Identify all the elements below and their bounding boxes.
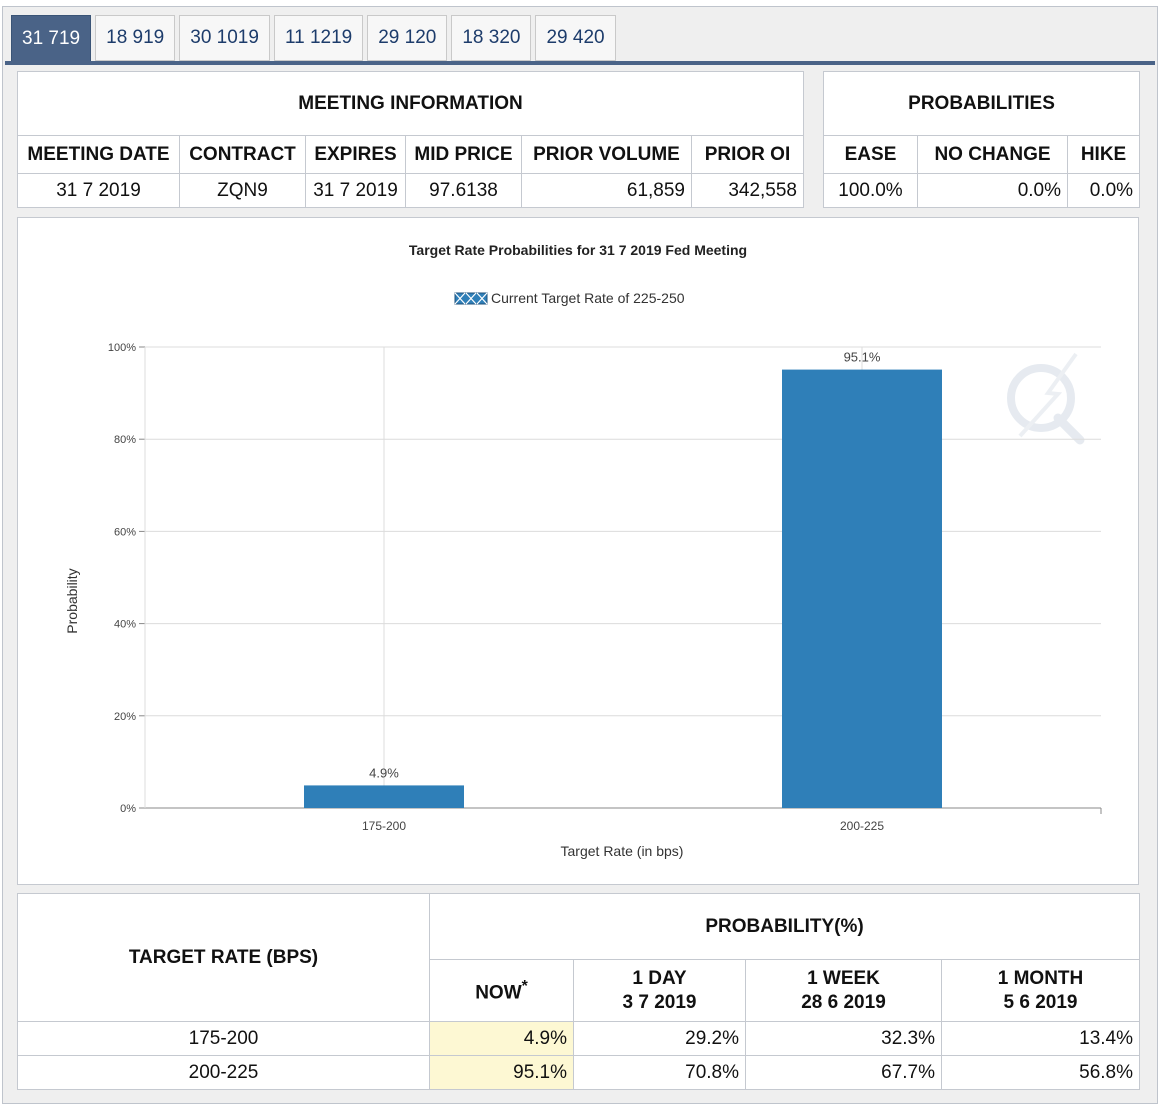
chart-panel: Target Rate Probabilities for 31 7 2019 … xyxy=(17,217,1139,885)
probability-header: PROBABILITY(%) xyxy=(428,893,1141,960)
y-tick-label: 60% xyxy=(114,526,136,538)
probability-chart: Target Rate Probabilities for 31 7 2019 … xyxy=(64,242,1102,859)
meeting-tabs: 31 719 18 919 30 1019 11 1219 29 120 18 … xyxy=(11,15,620,69)
one-day-cell: 29.2% xyxy=(573,1021,746,1056)
tab-underline xyxy=(5,61,1155,65)
mid-price-value: 97.6138 xyxy=(405,173,522,208)
expires-header: EXPIRES xyxy=(305,135,406,174)
expires-value: 31 7 2019 xyxy=(305,173,406,208)
tab-meeting-1[interactable]: 31 719 xyxy=(11,15,92,63)
legend-label: Current Target Rate of 225-250 xyxy=(491,290,685,306)
probabilities-table: PROBABILITIES EASE NO CHANGE HIKE 100.0%… xyxy=(822,71,1141,208)
meeting-information-table: MEETING INFORMATION MEETING DATE CONTRAC… xyxy=(17,71,804,208)
contract-header: CONTRACT xyxy=(179,135,306,174)
one-day-cell: 70.8% xyxy=(573,1055,746,1090)
hike-header: HIKE xyxy=(1066,135,1141,174)
chart-title: Target Rate Probabilities for 31 7 2019 … xyxy=(409,242,747,258)
now-cell: 95.1% xyxy=(429,1055,574,1090)
now-label: NOW xyxy=(475,982,522,1004)
bar-175-200 xyxy=(304,785,464,808)
mid-price-header: MID PRICE xyxy=(405,135,522,174)
one-week-column-header: 1 WEEK 28 6 2019 xyxy=(745,959,942,1022)
one-week-date: 28 6 2019 xyxy=(801,991,886,1013)
tab-meeting-4[interactable]: 11 1219 xyxy=(273,15,364,61)
x-tick-label: 175-200 xyxy=(362,819,406,833)
tab-meeting-5[interactable]: 29 120 xyxy=(367,15,448,61)
y-tick-label: 80% xyxy=(114,434,136,446)
meeting-information-title: MEETING INFORMATION xyxy=(17,71,804,136)
tab-meeting-6[interactable]: 18 320 xyxy=(451,15,532,61)
prior-oi-header: PRIOR OI xyxy=(691,135,804,174)
bar-data-label: 4.9% xyxy=(369,765,399,780)
chart-legend[interactable]: Current Target Rate of 225-250 xyxy=(454,290,685,306)
now-footnote-mark: * xyxy=(521,978,528,996)
tab-meeting-2[interactable]: 18 919 xyxy=(95,15,176,61)
target-rate-table: TARGET RATE (BPS) PROBABILITY(%) NOW* 1 … xyxy=(17,893,1141,1090)
target-rate-cell: 175-200 xyxy=(17,1021,430,1056)
one-day-date: 3 7 2019 xyxy=(622,991,697,1013)
meeting-date-header: MEETING DATE xyxy=(17,135,180,174)
quikstrike-logo-icon xyxy=(1007,352,1085,445)
prior-oi-value: 342,558 xyxy=(691,173,804,208)
table-row: 175-200 4.9% 29.2% 32.3% 13.4% xyxy=(17,1021,1141,1056)
legend-hatch-icon xyxy=(454,292,488,305)
one-month-cell: 56.8% xyxy=(940,1055,1141,1090)
now-column-header: NOW* xyxy=(429,959,574,1022)
y-tick-label: 0% xyxy=(120,803,136,815)
one-month-column-header: 1 MONTH 5 6 2019 xyxy=(940,959,1141,1022)
target-rate-cell: 200-225 xyxy=(17,1055,430,1090)
ease-header: EASE xyxy=(823,135,918,174)
table-row: 200-225 95.1% 70.8% 67.7% 56.8% xyxy=(17,1055,1141,1090)
one-month-cell: 13.4% xyxy=(940,1021,1141,1056)
ease-value: 100.0% xyxy=(823,173,918,208)
y-tick-label: 40% xyxy=(114,619,136,631)
now-cell: 4.9% xyxy=(429,1021,574,1056)
x-tick-label: 200-225 xyxy=(840,819,884,833)
y-tick-label: 20% xyxy=(114,711,136,723)
one-week-label: 1 WEEK xyxy=(807,967,880,989)
prior-volume-header: PRIOR VOLUME xyxy=(521,135,692,174)
tab-meeting-7[interactable]: 29 420 xyxy=(535,15,616,61)
no-change-value: 0.0% xyxy=(917,173,1068,208)
contract-value: ZQN9 xyxy=(179,173,306,208)
meeting-date-value: 31 7 2019 xyxy=(17,173,180,208)
one-week-cell: 67.7% xyxy=(745,1055,942,1090)
fedwatch-app: 31 719 18 919 30 1019 11 1219 29 120 18 … xyxy=(2,6,1158,1104)
x-axis-title: Target Rate (in bps) xyxy=(561,843,684,859)
bar-200-225 xyxy=(782,369,942,808)
one-day-label: 1 DAY xyxy=(632,967,687,989)
probabilities-title: PROBABILITIES xyxy=(822,71,1141,136)
one-month-date: 5 6 2019 xyxy=(1003,991,1078,1013)
y-tick-label: 100% xyxy=(108,342,136,354)
prior-volume-value: 61,859 xyxy=(521,173,692,208)
tab-meeting-3[interactable]: 30 1019 xyxy=(179,15,270,61)
one-month-label: 1 MONTH xyxy=(997,967,1084,989)
hike-value: 0.0% xyxy=(1066,173,1141,208)
no-change-header: NO CHANGE xyxy=(917,135,1068,174)
one-day-column-header: 1 DAY 3 7 2019 xyxy=(573,959,746,1022)
target-rate-header: TARGET RATE (BPS) xyxy=(17,893,430,1022)
y-axis-title: Probability xyxy=(64,568,80,633)
bar-data-label: 95.1% xyxy=(844,350,881,365)
one-week-cell: 32.3% xyxy=(745,1021,942,1056)
